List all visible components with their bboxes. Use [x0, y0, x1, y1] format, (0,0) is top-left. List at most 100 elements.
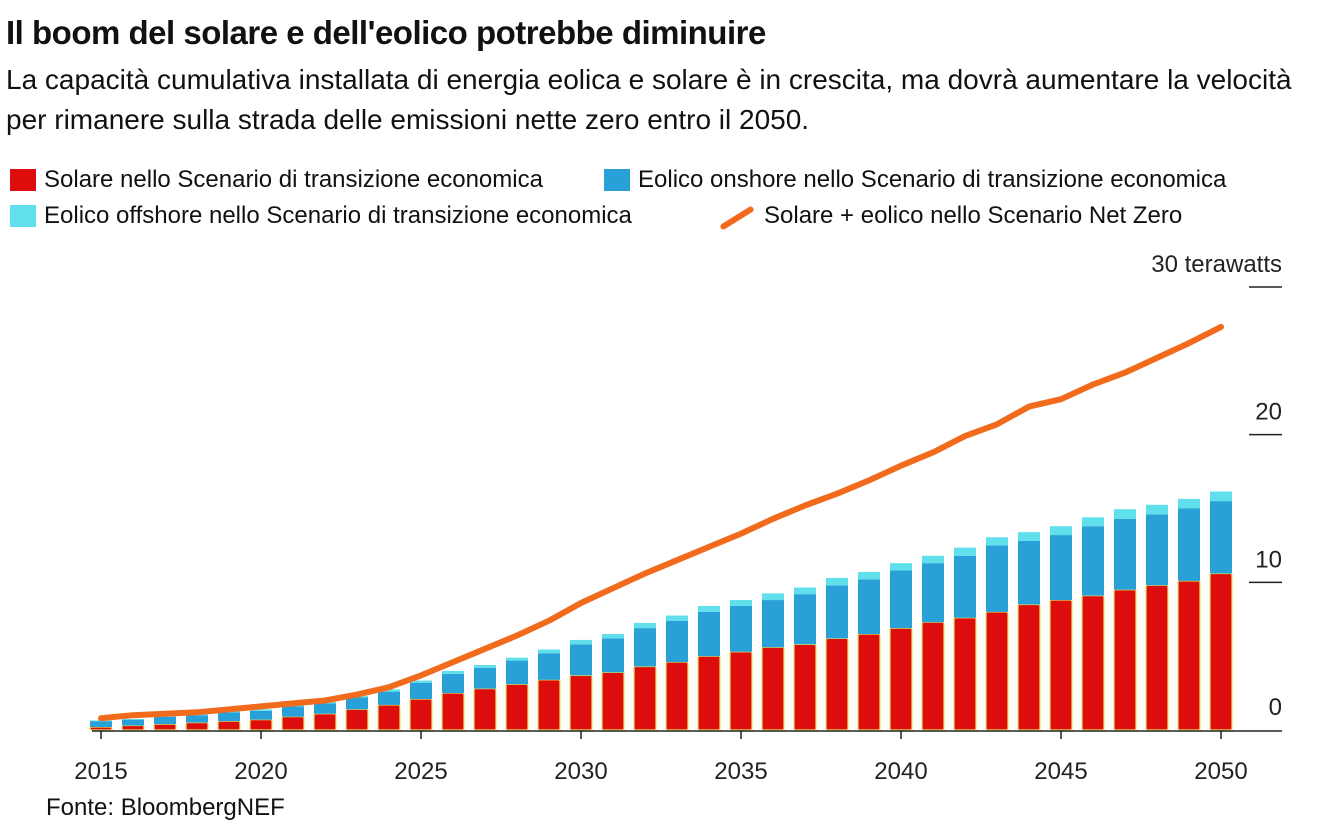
- bar-solar-2028: [505, 683, 529, 731]
- bar-solar-2022: [313, 713, 337, 731]
- bar-offshore-2025: [410, 680, 432, 683]
- bar-solar-2043: [985, 611, 1009, 731]
- bar-offshore-2026: [442, 670, 464, 674]
- y-tick-label-20: 20: [1255, 399, 1282, 426]
- bar-solar-2015: [89, 726, 113, 731]
- y-tick-label-0: 0: [1269, 694, 1282, 721]
- y-tick-label-30: 30 terawatts: [1151, 251, 1282, 278]
- bar-onshore-2037: [794, 594, 816, 645]
- bar-offshore-2030: [570, 639, 592, 645]
- bar-solar-2050: [1209, 572, 1233, 731]
- bar-solar-2025: [409, 698, 433, 731]
- bar-solar-2016: [121, 724, 145, 731]
- bar-onshore-2048: [1146, 514, 1168, 586]
- legend-item-solar: Solare nello Scenario di transizione eco…: [10, 166, 543, 194]
- bar-offshore-2035: [730, 600, 752, 606]
- bar-offshore-2020: [250, 709, 272, 711]
- legend-label-onshore: Eolico onshore nello Scenario di transiz…: [638, 166, 1227, 193]
- bar-solar-2017: [153, 723, 177, 731]
- bar-solar-2039: [857, 633, 881, 731]
- bar-onshore-2035: [730, 605, 752, 652]
- bar-offshore-2036: [762, 593, 784, 601]
- bar-onshore-2028: [506, 660, 528, 685]
- legend-label-offshore: Eolico offshore nello Scenario di transi…: [44, 202, 632, 229]
- bar-solar-2033: [665, 661, 689, 731]
- x-tick-label-2015: 2015: [74, 758, 127, 785]
- bar-solar-2044: [1017, 603, 1041, 731]
- bar-solar-2047: [1113, 589, 1137, 731]
- bar-onshore-2029: [538, 653, 560, 680]
- bar-offshore-2046: [1082, 517, 1104, 527]
- bar-onshore-2041: [922, 563, 944, 623]
- x-tick-label-2020: 2020: [234, 758, 287, 785]
- bar-solar-2023: [345, 708, 369, 731]
- bar-solar-2034: [697, 655, 721, 731]
- x-tick-label-2045: 2045: [1034, 758, 1087, 785]
- bar-onshore-2027: [474, 667, 496, 689]
- legend-swatch-offshore: [10, 205, 36, 227]
- bar-solar-2046: [1081, 595, 1105, 731]
- bar-onshore-2020: [250, 710, 272, 720]
- bar-offshore-2016: [122, 718, 144, 720]
- bar-solar-2024: [377, 704, 401, 731]
- x-tick-label-2040: 2040: [874, 758, 927, 785]
- bar-onshore-2040: [890, 570, 912, 629]
- legend-swatch-onshore: [604, 169, 630, 191]
- bar-onshore-2047: [1114, 518, 1136, 590]
- bar-onshore-2038: [826, 585, 848, 639]
- bar-onshore-2046: [1082, 526, 1104, 596]
- bar-onshore-2016: [122, 719, 144, 726]
- bar-solar-2040: [889, 627, 913, 731]
- bar-solar-2042: [953, 617, 977, 731]
- bar-solar-2020: [249, 719, 273, 731]
- bar-onshore-2022: [314, 703, 336, 714]
- bar-offshore-2040: [890, 563, 912, 571]
- bar-offshore-2047: [1114, 509, 1136, 519]
- bar-solar-2048: [1145, 584, 1169, 731]
- bar-offshore-2033: [666, 615, 688, 621]
- bar-offshore-2031: [602, 634, 624, 639]
- bar-offshore-2043: [986, 537, 1008, 546]
- x-tick-label-2025: 2025: [394, 758, 447, 785]
- line-net-zero: [98, 323, 1224, 722]
- bar-solar-2027: [473, 688, 497, 731]
- bar-onshore-2017: [154, 716, 176, 725]
- bar-solar-2045: [1049, 599, 1073, 731]
- bar-offshore-2034: [698, 605, 720, 612]
- bar-solar-2031: [601, 671, 625, 731]
- bar-onshore-2018: [186, 715, 208, 723]
- bar-offshore-2029: [538, 649, 560, 654]
- bar-solar-2021: [281, 716, 305, 731]
- bar-offshore-2037: [794, 587, 816, 595]
- bar-onshore-2050: [1210, 501, 1232, 574]
- bar-onshore-2043: [986, 545, 1008, 612]
- bar-onshore-2024: [378, 691, 400, 705]
- bar-onshore-2033: [666, 620, 688, 663]
- bar-solar-2018: [185, 722, 209, 731]
- bar-onshore-2021: [282, 706, 304, 717]
- bar-solar-2035: [729, 651, 753, 731]
- bar-onshore-2032: [634, 628, 656, 667]
- bar-onshore-2015: [90, 721, 112, 728]
- bar-offshore-2048: [1146, 504, 1168, 515]
- x-tick-label-2050: 2050: [1194, 758, 1247, 785]
- bar-solar-2026: [441, 692, 465, 731]
- bar-solar-2030: [569, 674, 593, 731]
- bar-offshore-2032: [634, 622, 656, 629]
- legend-item-offshore: Eolico offshore nello Scenario di transi…: [10, 202, 632, 230]
- bar-onshore-2049: [1178, 508, 1200, 581]
- bar-onshore-2030: [570, 644, 592, 676]
- source-note: Fonte: BloombergNEF: [46, 794, 285, 821]
- bar-onshore-2034: [698, 611, 720, 657]
- bar-offshore-2049: [1178, 498, 1200, 509]
- bar-offshore-2045: [1050, 526, 1072, 536]
- x-tick-label-2035: 2035: [714, 758, 767, 785]
- bar-onshore-2036: [762, 600, 784, 648]
- bar-solar-2038: [825, 637, 849, 731]
- bar-solar-2029: [537, 679, 561, 731]
- bar-onshore-2026: [442, 673, 464, 694]
- bar-onshore-2044: [1018, 540, 1040, 605]
- bar-onshore-2042: [954, 555, 976, 618]
- bar-offshore-2024: [378, 689, 400, 692]
